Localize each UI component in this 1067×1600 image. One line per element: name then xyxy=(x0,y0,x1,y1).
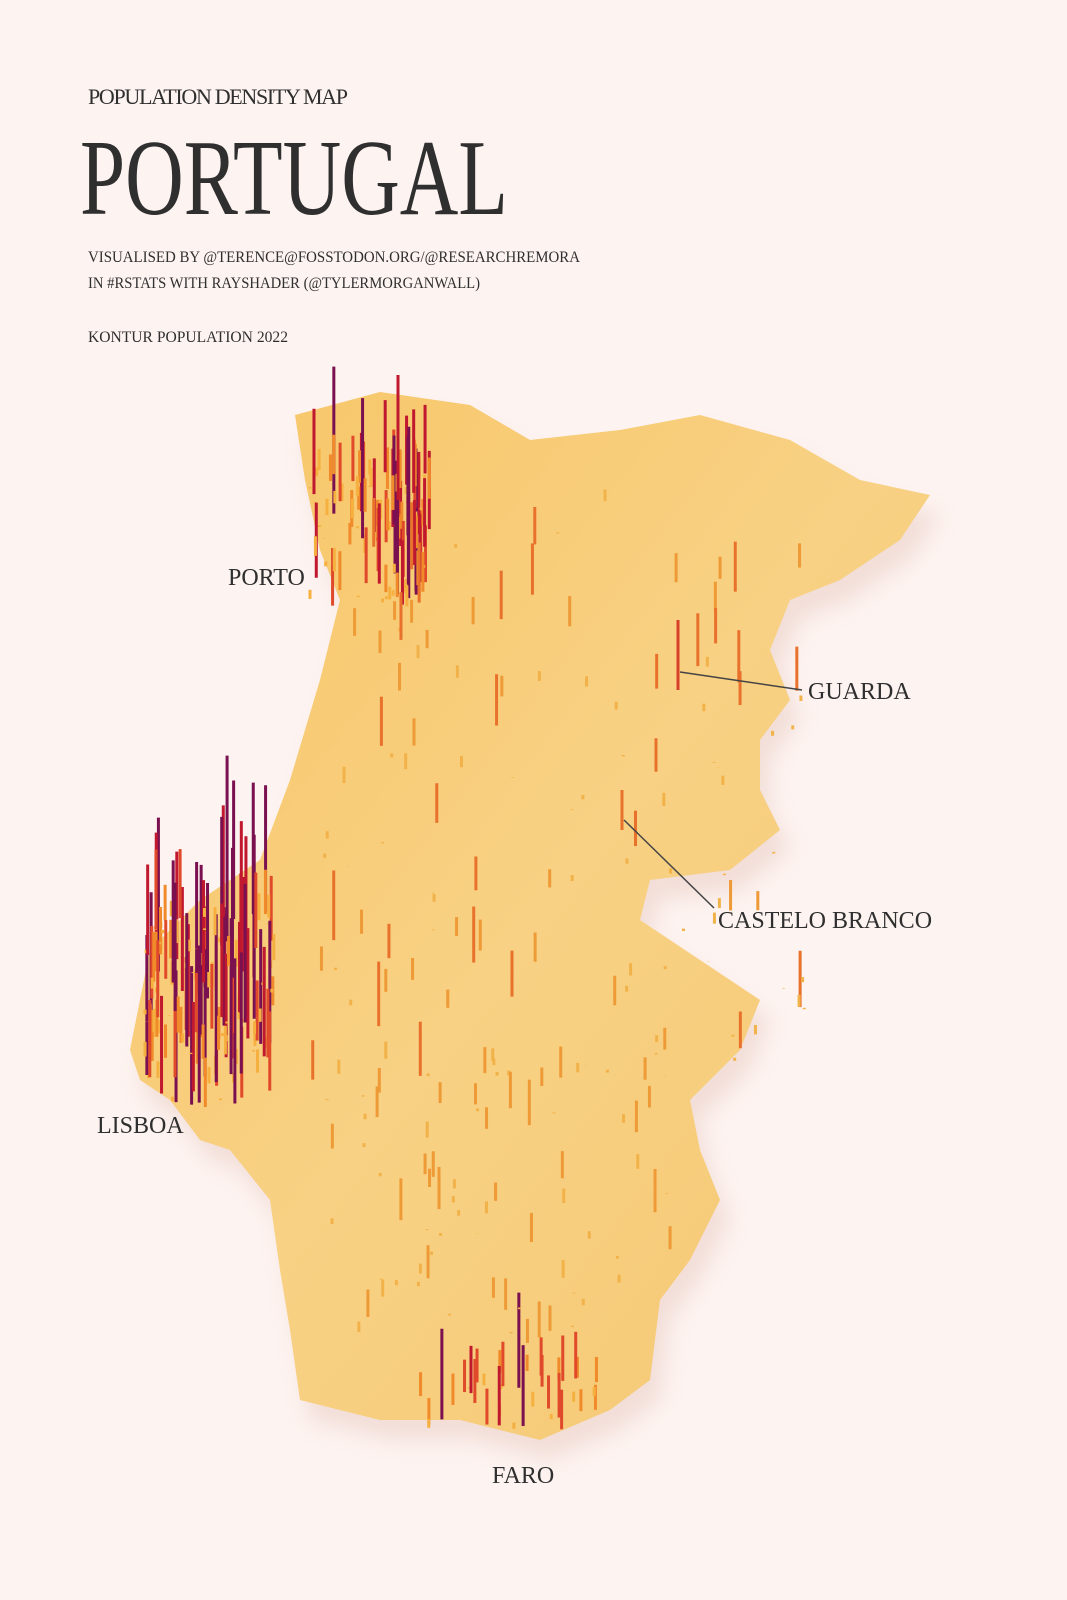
city-label: GUARDA xyxy=(808,679,911,705)
city-label: LISBOA xyxy=(97,1113,184,1139)
credit-line: IN #RSTATS WITH RAYSHADER (@TYLERMORGANW… xyxy=(88,275,480,292)
source: KONTUR POPULATION 2022 xyxy=(88,329,288,346)
map xyxy=(130,366,940,1460)
credit-line: VISUALISED BY @TERENCE@FOSSTODON.ORG/@RE… xyxy=(88,249,580,266)
city-label: CASTELO BRANCO xyxy=(718,908,932,934)
subtitle: POPULATION DENSITY MAP xyxy=(88,84,348,109)
leader-line xyxy=(623,819,715,909)
density-spikes xyxy=(143,366,806,1430)
leader-line xyxy=(679,671,803,691)
title: PORTUGAL xyxy=(80,119,508,238)
city-label: FARO xyxy=(492,1463,554,1489)
land xyxy=(130,392,930,1440)
city-label: PORTO xyxy=(228,565,305,591)
